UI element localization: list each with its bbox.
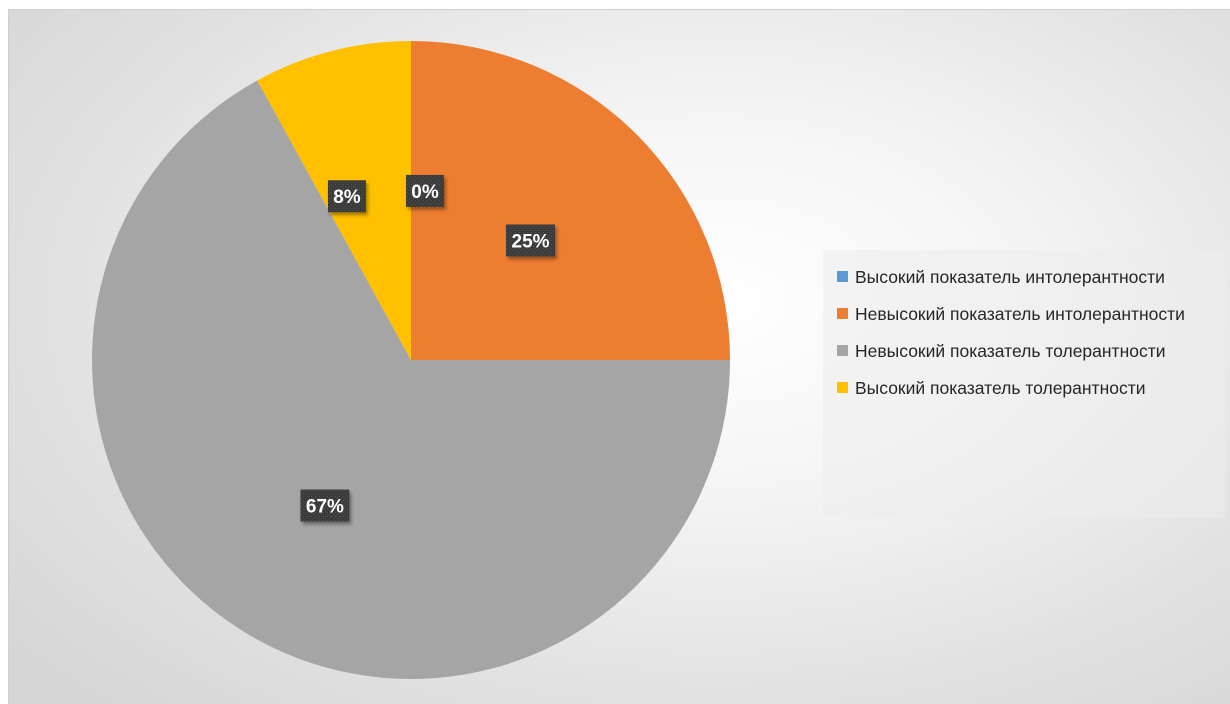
legend-swatch [837, 271, 848, 282]
legend-label: Высокий показатель интолерантности [855, 267, 1165, 287]
data-label-box [300, 489, 350, 522]
chart-area: 0% 25% 67% 8% Высокий показатель интолерант… [8, 9, 1230, 704]
data-label-text: 25% [512, 231, 550, 252]
legend-label: Высокий показатель толерантности [855, 378, 1146, 398]
data-label-text: 67% [306, 497, 344, 518]
data-label-box [406, 174, 444, 207]
legend-swatch [837, 308, 848, 319]
data-label: 8% [327, 180, 366, 213]
data-label: 25% [506, 224, 556, 257]
data-label-box [506, 224, 556, 257]
legend: Высокий показатель интолерантности Невыс… [823, 250, 1225, 518]
legend-item: Невысокий показатель толерантности [837, 338, 1225, 365]
legend-swatch [837, 345, 848, 356]
pie-slices [92, 41, 730, 679]
pie-data-labels: 0% 25% 67% 8% [300, 174, 556, 522]
legend-item: Высокий показатель толерантности [837, 375, 1225, 402]
legend-label: Невысокий показатель интолерантности [855, 304, 1185, 324]
data-label: 0% [406, 174, 444, 207]
pie-slice [92, 80, 730, 679]
pie-chart: 0% 25% 67% 8% [92, 41, 730, 679]
data-label: 67% [300, 489, 350, 522]
legend-swatch [837, 382, 848, 393]
legend-label: Невысокий показатель толерантности [855, 341, 1166, 361]
data-label-box [327, 180, 366, 213]
legend-item: Высокий показатель интолерантности [837, 264, 1225, 291]
pie-slice [411, 41, 730, 360]
legend-item: Невысокий показатель интолерантности [837, 301, 1225, 328]
data-label-text: 8% [333, 187, 361, 208]
data-label-text: 0% [411, 182, 439, 203]
